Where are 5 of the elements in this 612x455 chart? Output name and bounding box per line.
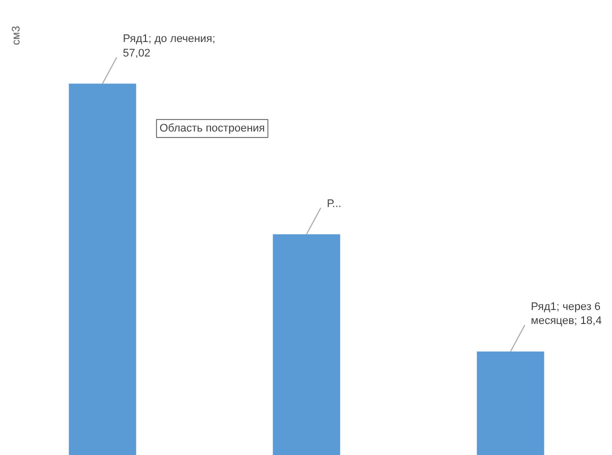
annotation: Область построения — [160, 122, 265, 134]
y-axis-title: см3 — [10, 26, 22, 46]
data-label: Ряд1; до лечения; 57,02 — [122, 32, 216, 60]
data-label: Р... — [326, 198, 342, 210]
data-label: Ряд1; через 6 месяцев; 18,4 — [530, 300, 602, 328]
